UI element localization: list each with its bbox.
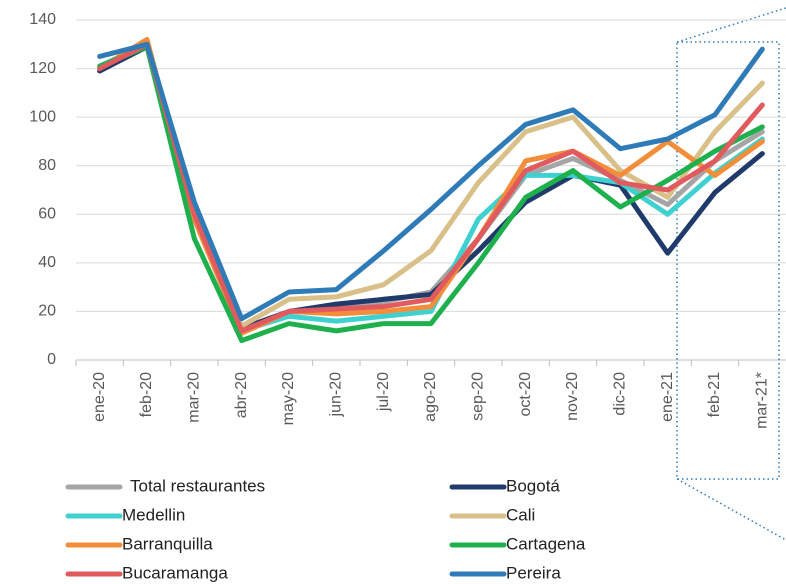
- x-tick-label: abr-20: [233, 372, 250, 418]
- y-tick-label: 40: [38, 254, 56, 271]
- x-tick-label: dic-20: [612, 372, 629, 416]
- y-tick-label: 20: [38, 303, 56, 320]
- x-tick-label: ene-21: [659, 372, 676, 422]
- x-tick-label: jun-20: [328, 372, 345, 418]
- series-line: [97, 41, 765, 322]
- legend-label: Barranquilla: [122, 534, 213, 553]
- x-tick-label: feb-20: [138, 372, 155, 417]
- x-tick-label: oct-20: [517, 372, 534, 417]
- legend-label: Medellin: [122, 505, 185, 524]
- y-tick-label: 140: [29, 11, 56, 28]
- x-tick-label: feb-21: [706, 372, 723, 417]
- y-tick-label: 60: [38, 206, 56, 223]
- connector: [676, 7, 786, 43]
- x-tick-label: jul-20: [375, 372, 392, 412]
- highlight-box: [676, 41, 780, 480]
- x-tick-label: mar-21*: [754, 372, 771, 429]
- series-line: [97, 41, 765, 331]
- legend-label: Bucaramanga: [122, 563, 228, 582]
- legend-label: Cartagena: [506, 534, 586, 553]
- y-tick-label: 0: [47, 351, 56, 368]
- y-tick-label: 120: [29, 60, 56, 77]
- x-tick-label: may-20: [280, 372, 297, 425]
- x-tick-label: mar-20: [186, 372, 203, 423]
- connector: [676, 478, 786, 541]
- x-tick-label: ago-20: [422, 372, 439, 422]
- legend-label: Cali: [506, 505, 535, 524]
- x-tick-label: nov-20: [564, 372, 581, 421]
- x-tick-label: sep-20: [470, 372, 487, 421]
- x-tick-label: ene-20: [91, 372, 108, 422]
- legend-label: Total restaurantes: [130, 476, 265, 495]
- y-tick-label: 80: [38, 157, 56, 174]
- legend-label: Pereira: [506, 563, 561, 582]
- series-line: [97, 41, 765, 334]
- legend-label: Bogotá: [506, 476, 560, 495]
- y-tick-label: 100: [29, 108, 56, 125]
